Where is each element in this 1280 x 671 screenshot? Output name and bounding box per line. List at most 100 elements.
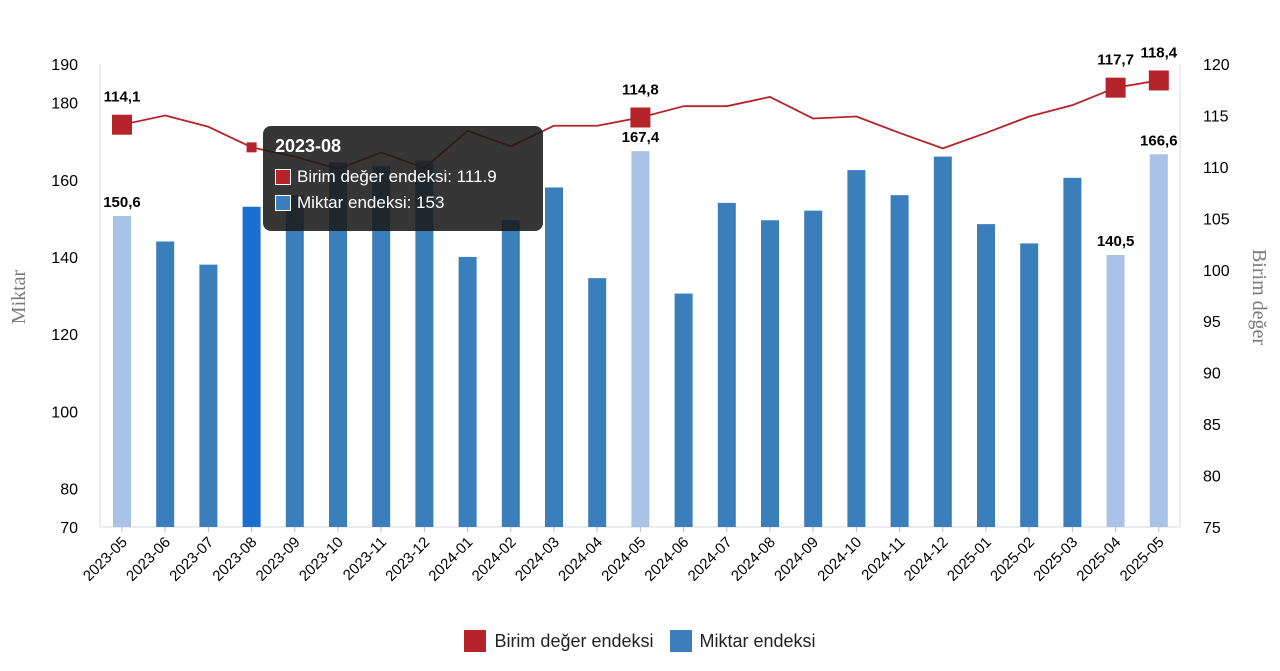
legend-item-unit-value[interactable]: Birim değer endeksi — [464, 630, 654, 652]
y-left-title: Miktar — [8, 269, 30, 324]
bar-data-label: 167,4 — [622, 129, 660, 146]
x-tick-label: 2023-05 — [80, 534, 131, 585]
x-tick-label: 2025-01 — [944, 534, 995, 585]
bar[interactable] — [977, 224, 995, 527]
bar[interactable] — [199, 264, 218, 527]
bar[interactable] — [156, 241, 175, 527]
tooltip-swatch-quantity — [275, 195, 291, 211]
x-tick-label: 2024-04 — [555, 534, 606, 585]
y-left-tick-label: 80 — [60, 481, 78, 498]
bar[interactable] — [804, 210, 823, 527]
y-left-tick-label: 160 — [51, 173, 78, 190]
x-tick-label: 2024-11 — [858, 534, 908, 584]
line-marker[interactable] — [112, 114, 132, 135]
bar[interactable] — [717, 202, 736, 527]
bar-data-label: 150,6 — [103, 194, 141, 211]
bar[interactable] — [458, 256, 477, 527]
data-labels: 150,6 167,4 140,5 166,6 114,1 114,8 117,7 118,4 — [103, 44, 1178, 250]
x-tick-label: 2024-01 — [425, 534, 476, 585]
line-data-label: 114,8 — [622, 82, 659, 99]
y-left-tick-label: 100 — [51, 404, 78, 421]
line-data-label: 117,7 — [1097, 52, 1134, 69]
x-tick-label: 2025-05 — [1117, 534, 1168, 585]
y-left-tick-label: 140 — [51, 250, 78, 267]
y-right-tick-label: 120 — [1203, 57, 1230, 74]
x-tick-label: 2025-02 — [987, 534, 1038, 585]
bar-data-label: 166,6 — [1140, 132, 1178, 149]
x-tick-label: 2024-03 — [512, 534, 563, 585]
legend-label-quantity: Miktar endeksi — [699, 630, 816, 651]
bar[interactable] — [1149, 154, 1168, 527]
y-right-tick-label: 95 — [1203, 314, 1221, 331]
line-marker[interactable] — [1105, 77, 1126, 98]
bar[interactable] — [285, 195, 304, 527]
legend-swatch-quantity — [669, 630, 692, 652]
bar[interactable] — [545, 187, 563, 527]
legend: Birim değer endeksi Miktar endeksi — [0, 630, 1280, 652]
x-tick-label: 2024-08 — [728, 534, 779, 585]
legend-swatch-unit-value — [464, 630, 487, 652]
y-right-tick-label: 80 — [1203, 469, 1221, 486]
bar[interactable] — [372, 166, 391, 527]
legend-label-unit-value: Birim değer endeksi — [494, 630, 654, 651]
bar[interactable] — [113, 216, 131, 528]
line-data-label: 118,4 — [1140, 44, 1177, 61]
bar[interactable] — [631, 151, 650, 527]
bar[interactable] — [329, 162, 347, 527]
tooltip-label-unit-value: Birim değer endeksi: 111.9 — [297, 167, 497, 186]
legend-item-quantity[interactable]: Miktar endeksi — [669, 630, 816, 652]
x-tick-label: 2023-08 — [209, 534, 260, 585]
y-right-tick-label: 90 — [1203, 366, 1221, 383]
x-tick-label: 2024-02 — [469, 534, 520, 585]
y-right-tick-label: 105 — [1203, 211, 1230, 228]
bar[interactable] — [674, 293, 693, 527]
bar[interactable] — [1020, 243, 1039, 527]
x-tick-label: 2023-12 — [382, 534, 433, 585]
tooltip-swatch-unit-value — [275, 169, 291, 185]
y-left-tick-label: 190 — [51, 57, 78, 74]
x-tick-label: 2023-10 — [296, 534, 347, 585]
line-marker[interactable] — [630, 107, 651, 128]
bar[interactable] — [415, 160, 434, 528]
x-tick-label: 2024-06 — [641, 534, 692, 585]
bar[interactable] — [242, 206, 261, 527]
x-tick-label: 2024-05 — [598, 534, 649, 585]
bar-data-label: 140,5 — [1097, 233, 1135, 250]
tooltip-row: Birim değer endeksi: 111.9 — [275, 167, 531, 187]
y-left-tick-label: 120 — [51, 327, 78, 344]
bar[interactable] — [1106, 254, 1125, 528]
line-data-label: 114,1 — [104, 89, 141, 106]
y-right-tick-label: 110 — [1203, 160, 1229, 177]
bar[interactable] — [933, 156, 952, 527]
x-tick-label: 2024-07 — [685, 534, 736, 585]
tooltip-title: 2023-08 — [275, 136, 342, 156]
y-left-tick-label: 70 — [60, 520, 78, 537]
x-tick-label: 2024-10 — [814, 534, 865, 585]
bar[interactable] — [501, 220, 520, 527]
y-right-tick-label: 85 — [1203, 417, 1221, 434]
tooltip-label-quantity: Miktar endeksi: 153 — [297, 193, 445, 212]
x-tick-label: 2023-06 — [123, 534, 174, 585]
x-tick-label: 2024-09 — [771, 534, 822, 585]
x-tick-label: 2025-03 — [1030, 534, 1081, 585]
x-tick-label: 2024-12 — [901, 534, 952, 585]
bar[interactable] — [847, 170, 866, 527]
x-tick-label: 2025-04 — [1073, 534, 1124, 585]
bar[interactable] — [761, 220, 779, 527]
x-tick-label: 2023-09 — [253, 534, 304, 585]
line-marker-active[interactable] — [246, 142, 257, 153]
bar[interactable] — [1063, 177, 1082, 527]
x-tick-label: 2023-07 — [166, 534, 217, 585]
line-marker[interactable] — [1148, 70, 1169, 91]
y-right-tick-label: 100 — [1203, 263, 1230, 280]
bar[interactable] — [890, 195, 909, 527]
y-right-tick-label: 115 — [1203, 108, 1229, 125]
bar[interactable] — [588, 278, 607, 527]
y-right-tick-label: 75 — [1203, 520, 1221, 537]
y-left-tick-label: 180 — [51, 96, 78, 113]
bar-series — [113, 151, 1168, 528]
tooltip: 2023-08 Birim değer endeksi: 111.9 Mikta… — [263, 126, 543, 231]
x-tick-label: 2023-11 — [340, 534, 390, 584]
y-right-title: Birim değer — [1248, 249, 1270, 345]
